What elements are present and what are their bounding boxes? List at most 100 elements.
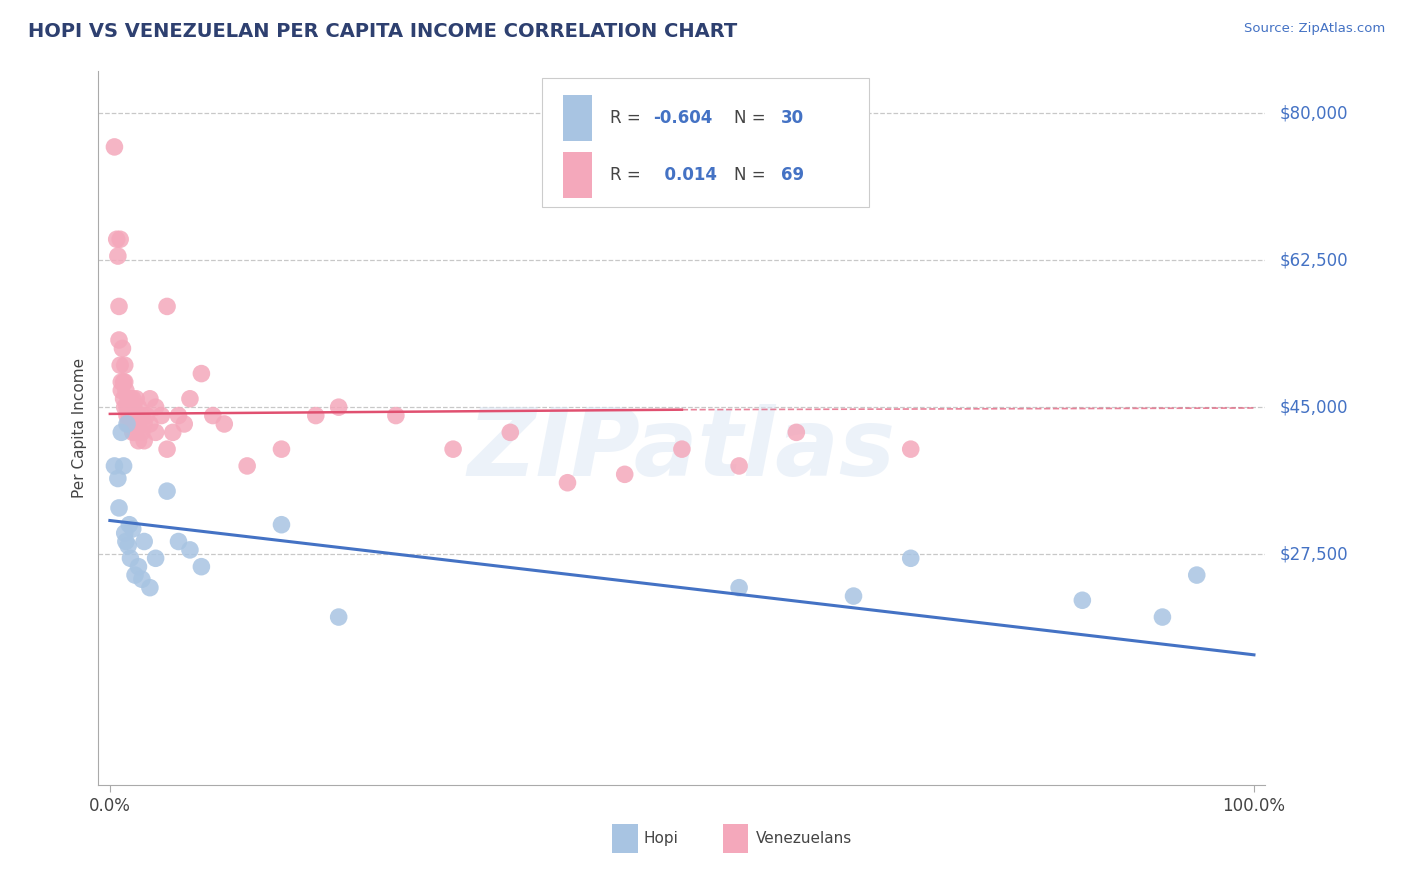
Text: $45,000: $45,000 (1279, 398, 1348, 417)
Text: N =: N = (734, 109, 772, 127)
Text: HOPI VS VENEZUELAN PER CAPITA INCOME CORRELATION CHART: HOPI VS VENEZUELAN PER CAPITA INCOME COR… (28, 22, 737, 41)
Point (139, 417, 162, 431)
Point (179, 392, 201, 406)
Point (107, 471, 129, 485)
Text: Source: ZipAtlas.com: Source: ZipAtlas.com (1244, 22, 1385, 36)
Point (499, 425, 522, 440)
Point (124, 409, 146, 423)
Point (127, 417, 149, 431)
Point (1152, 610, 1174, 624)
Point (305, 409, 328, 423)
Point (728, 581, 751, 595)
Point (118, 409, 141, 423)
Text: $62,500: $62,500 (1279, 252, 1348, 269)
Point (115, 400, 138, 414)
Text: $80,000: $80,000 (1279, 104, 1348, 122)
Point (167, 409, 190, 423)
Point (328, 610, 350, 624)
Point (125, 392, 148, 406)
Text: Venezuelans: Venezuelans (755, 831, 852, 846)
Point (728, 458, 751, 473)
Point (111, 342, 134, 356)
Point (385, 409, 408, 423)
Point (127, 559, 149, 574)
Bar (612, 824, 637, 853)
Text: R =: R = (610, 109, 645, 127)
Point (110, 425, 132, 440)
Point (110, 384, 132, 398)
Point (190, 367, 212, 381)
Point (112, 375, 135, 389)
Point (139, 392, 162, 406)
Text: 69: 69 (782, 166, 804, 184)
Point (124, 568, 146, 582)
Point (134, 534, 156, 549)
Point (131, 572, 153, 586)
Point (127, 434, 149, 448)
Point (115, 409, 138, 423)
Point (201, 409, 224, 423)
Point (145, 551, 167, 566)
Point (107, 249, 129, 263)
Bar (723, 824, 748, 853)
FancyBboxPatch shape (541, 78, 869, 207)
Point (121, 392, 143, 406)
Text: -0.604: -0.604 (652, 109, 711, 127)
Point (162, 425, 184, 440)
Point (114, 375, 136, 389)
Point (108, 300, 131, 314)
Point (108, 500, 131, 515)
Point (167, 534, 190, 549)
Text: $27,500: $27,500 (1279, 545, 1348, 563)
Point (108, 358, 131, 372)
Point (1071, 593, 1094, 607)
Point (105, 232, 128, 246)
Point (900, 442, 922, 457)
Point (785, 425, 807, 440)
Point (117, 539, 139, 553)
Point (125, 409, 148, 423)
Point (145, 400, 167, 414)
Point (120, 409, 142, 423)
Point (671, 442, 693, 457)
Y-axis label: Per Capita Income: Per Capita Income (72, 358, 87, 499)
Point (121, 400, 143, 414)
Point (190, 559, 212, 574)
Point (112, 458, 135, 473)
Point (139, 581, 162, 595)
Point (121, 409, 143, 423)
Point (270, 442, 292, 457)
Point (117, 417, 139, 431)
Point (173, 417, 195, 431)
Text: 30: 30 (782, 109, 804, 127)
Point (900, 551, 922, 566)
Point (117, 392, 139, 406)
Point (118, 517, 141, 532)
Point (115, 534, 138, 549)
Point (156, 442, 179, 457)
Point (328, 400, 350, 414)
Point (120, 551, 142, 566)
Point (134, 417, 156, 431)
Point (108, 232, 131, 246)
Point (120, 417, 142, 431)
Text: 0.014: 0.014 (652, 166, 717, 184)
Point (114, 358, 136, 372)
Bar (562, 95, 592, 141)
Point (135, 409, 157, 423)
Point (108, 333, 131, 347)
Point (124, 425, 146, 440)
Point (127, 400, 149, 414)
Point (122, 400, 145, 414)
Point (120, 392, 142, 406)
Text: ZIPatlas: ZIPatlas (468, 403, 896, 496)
Point (118, 400, 141, 414)
Point (150, 409, 173, 423)
Point (110, 375, 132, 389)
Text: R =: R = (610, 166, 645, 184)
Point (842, 589, 865, 603)
Point (103, 140, 125, 154)
Point (103, 458, 125, 473)
Point (121, 522, 143, 536)
Point (134, 434, 156, 448)
